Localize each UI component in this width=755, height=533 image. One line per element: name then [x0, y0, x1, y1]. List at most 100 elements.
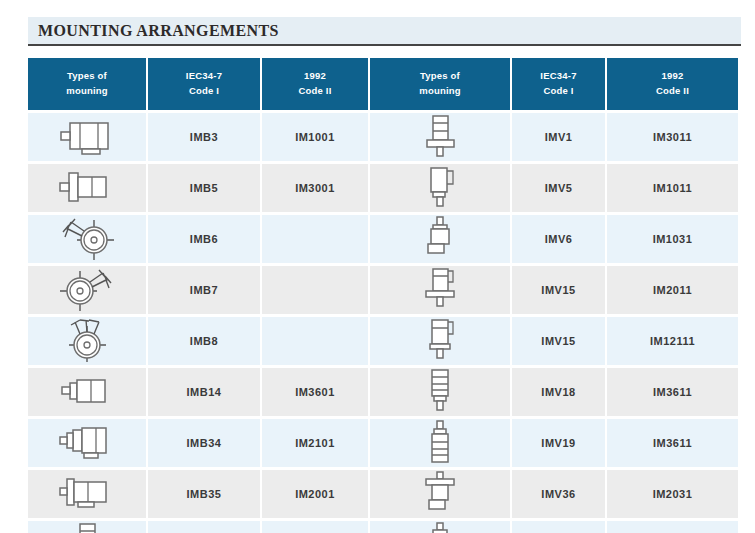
- title-band: MOUNTING ARRANGEMENTS: [28, 17, 741, 46]
- mounting-type-cell: [370, 215, 510, 263]
- table-row: IMV1IM3011 IM2131: [28, 521, 738, 533]
- table-row: IMB5IM3001 IMV5IM1011: [28, 164, 738, 212]
- header-cell-0: Types ofmouning: [28, 58, 146, 110]
- code1-cell: IMB14: [148, 368, 260, 416]
- mounting-type-cell: [370, 470, 510, 518]
- header-line2: mouning: [28, 84, 146, 99]
- table-row: IMB35IM2001IMV36IM2031: [28, 470, 738, 518]
- code1-cell: IMV6: [512, 215, 605, 263]
- header-line1: 1992: [262, 69, 368, 84]
- motor-b6-wall-end-view-icon: [57, 216, 117, 260]
- code1-cell: [512, 521, 605, 533]
- motor-b5-flange-icon: [58, 168, 116, 206]
- code2-cell: IM1011: [607, 164, 738, 212]
- header-line1: 1992: [607, 69, 738, 84]
- table-header-row: Types ofmouningIEC34-7Code I1992Code IIT…: [28, 58, 738, 110]
- code1-cell: IMB5: [148, 164, 260, 212]
- code1-cell: IMB35: [148, 470, 260, 518]
- header-line1: Types of: [28, 69, 146, 84]
- header-cell-3: Types ofmouning: [370, 58, 510, 110]
- header-cell-1: IEC34-7Code I: [148, 58, 260, 110]
- code2-cell: IM3611: [607, 419, 738, 467]
- motor-v36-vertical-flange-top-icon: [418, 470, 462, 516]
- header-line1: IEC34-7: [148, 69, 260, 84]
- motor-v15-vertical-foot-flange-icon: [418, 266, 462, 312]
- code2-cell: IM3011: [262, 521, 368, 533]
- page-title: MOUNTING ARRANGEMENTS: [38, 22, 279, 40]
- motor-v1-vertical-flange-icon: [65, 521, 109, 533]
- header-line2: Code I: [148, 84, 260, 99]
- table-row: IMB7 IMV15IM2011: [28, 266, 738, 314]
- header-line2: Code I: [512, 84, 605, 99]
- code1-cell: IMV5: [512, 164, 605, 212]
- mounting-type-cell: [370, 164, 510, 212]
- table-row: IMB3IM1001 IMV1IM3011: [28, 113, 738, 161]
- mounting-type-cell: [28, 215, 146, 263]
- code2-cell: [262, 266, 368, 314]
- mounting-type-cell: [28, 317, 146, 365]
- code2-cell: IM2001: [262, 470, 368, 518]
- code2-cell: IM12111: [607, 317, 738, 365]
- code2-cell: [262, 215, 368, 263]
- code2-cell: [262, 317, 368, 365]
- motor-b8-ceiling-end-view-icon: [57, 317, 117, 363]
- code1-cell: IMB6: [148, 215, 260, 263]
- header-cell-2: 1992Code II: [262, 58, 368, 110]
- code1-cell: IMV1: [512, 113, 605, 161]
- code1-cell: IMV19: [512, 419, 605, 467]
- motor-b34-foot-face-icon: [58, 423, 116, 461]
- header-line2: Code II: [262, 84, 368, 99]
- code2-cell: IM3611: [607, 368, 738, 416]
- page: MOUNTING ARRANGEMENTS Types ofmouningIEC…: [0, 0, 755, 533]
- mounting-type-cell: [28, 113, 146, 161]
- motor-v1-vertical-flange-icon: [418, 113, 462, 159]
- motor-vertical-foot-shaft-up-icon: [418, 521, 462, 533]
- motor-b35-foot-flange-icon: [58, 474, 116, 512]
- header-cell-4: IEC34-7Code I: [512, 58, 605, 110]
- code2-cell: IM3011: [607, 113, 738, 161]
- motor-b3-foot-icon: [58, 117, 116, 155]
- code1-cell: IMB8: [148, 317, 260, 365]
- header-line2: mouning: [370, 84, 510, 99]
- header-cell-5: 1992Code II: [607, 58, 738, 110]
- motor-v6-vertical-foot-shaft-up-icon: [418, 215, 462, 261]
- mounting-type-cell: [370, 368, 510, 416]
- mounting-type-cell: [28, 419, 146, 467]
- code2-cell: IM2131: [607, 521, 738, 533]
- motor-v5-vertical-foot-icon: [418, 164, 462, 210]
- motor-b14-face-icon: [58, 372, 116, 410]
- header-line1: IEC34-7: [512, 69, 605, 84]
- motor-b7-wall-end-view-icon: [57, 267, 117, 311]
- mounting-type-cell: [28, 521, 146, 533]
- mounting-type-cell: [370, 419, 510, 467]
- code2-cell: IM2101: [262, 419, 368, 467]
- mounting-type-cell: [370, 113, 510, 161]
- code2-cell: IM3001: [262, 164, 368, 212]
- mounting-arrangements-table: Types ofmouningIEC34-7Code I1992Code IIT…: [26, 55, 740, 533]
- mounting-type-cell: [370, 521, 510, 533]
- mounting-type-cell: [28, 164, 146, 212]
- mounting-type-cell: [370, 317, 510, 365]
- mounting-type-cell: [28, 470, 146, 518]
- code1-cell: IMB34: [148, 419, 260, 467]
- code1-cell: IMV36: [512, 470, 605, 518]
- code2-cell: IM1001: [262, 113, 368, 161]
- motor-v19-vertical-face-shaft-up-icon: [418, 419, 462, 465]
- table-row: IMB6 IMV6IM1031: [28, 215, 738, 263]
- table-row: IMB14IM3601 IMV18IM3611: [28, 368, 738, 416]
- table-row: IMB34IM2101 IMV19IM3611: [28, 419, 738, 467]
- mounting-type-cell: [370, 266, 510, 314]
- code2-cell: IM1031: [607, 215, 738, 263]
- code1-cell: IMB7: [148, 266, 260, 314]
- header-line2: Code II: [607, 84, 738, 99]
- code1-cell: IMV18: [512, 368, 605, 416]
- code1-cell: IMV15: [512, 317, 605, 365]
- table-row: IMB8 IMV15IM12111: [28, 317, 738, 365]
- code1-cell: IMV1: [148, 521, 260, 533]
- code1-cell: IMB3: [148, 113, 260, 161]
- code1-cell: IMV15: [512, 266, 605, 314]
- motor-v15-vertical-foot-face-icon: [418, 317, 462, 363]
- mounting-type-cell: [28, 266, 146, 314]
- code2-cell: IM3601: [262, 368, 368, 416]
- code2-cell: IM2011: [607, 266, 738, 314]
